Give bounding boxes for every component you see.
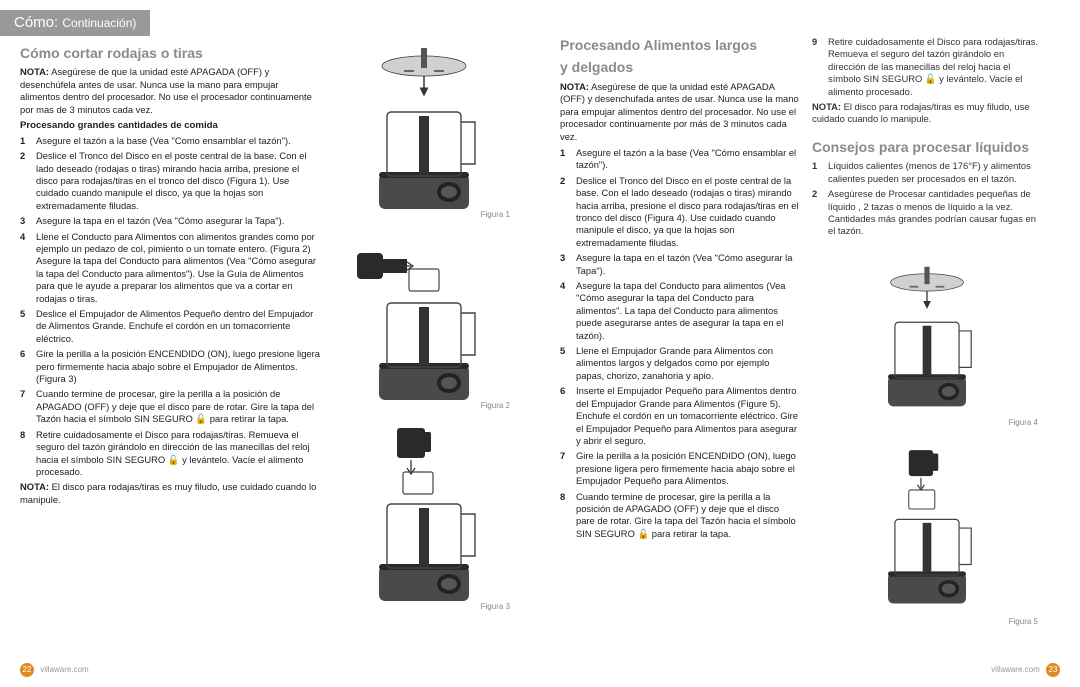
fig-label: Figura 1 (334, 210, 514, 219)
step: Retire cuidadosamente el Disco para roda… (812, 36, 1042, 98)
step: Asegure el tazón a la base (Vea "Como en… (20, 135, 320, 147)
figure-5: Figura 5 (812, 436, 1042, 628)
nota-right: NOTA: Asegúrese de que la unidad esté AP… (560, 81, 800, 143)
footer-site: villaware.com (991, 665, 1039, 674)
figure-1: Figura 1 (334, 44, 514, 219)
fig-label: Figura 2 (334, 401, 514, 410)
nota-right-b: NOTA: El disco para rodajas/tiras es muy… (812, 101, 1042, 126)
step: Asegúrese de Procesar cantidades pequeña… (812, 188, 1042, 238)
step: Cuando termine de procesar, gire la peri… (560, 491, 800, 541)
fig-label: Figura 3 (334, 602, 514, 611)
steps-right-a: Asegure el tazón a la base (Vea "Cómo en… (560, 147, 800, 540)
step: Deslice el Tronco del Disco en el poste … (20, 150, 320, 212)
figure-4: Figura 4 (812, 252, 1042, 429)
footer-site: villaware.com (40, 665, 88, 674)
step: Asegure la tapa en el tazón (Vea "Cómo a… (20, 215, 320, 227)
step: Asegure la tapa en el tazón (Vea "Cómo a… (560, 252, 800, 277)
step: Asegure el tazón a la base (Vea "Cómo en… (560, 147, 800, 172)
footer-left: 22 villaware.com (20, 663, 89, 677)
step: Líquidos calientes (menos de 176°F) y al… (812, 160, 1042, 185)
step: Llene el Conducto para Alimentos con ali… (20, 231, 320, 305)
steps-left: Asegure el tazón a la base (Vea "Como en… (20, 135, 320, 479)
page-right: Procesando Alimentos largos y delgados N… (540, 0, 1080, 687)
left-figure-column: Figura 1 Figura 2 Figu (334, 44, 514, 651)
left-text-column: Cómo cortar rodajas o tiras NOTA: Asegúr… (20, 44, 320, 651)
step: Deslice el Tronco del Disco en el poste … (560, 175, 800, 249)
heading-liquids: Consejos para procesar líquidos (812, 138, 1042, 156)
step: Asegure la tapa del Conducto para alimen… (560, 280, 800, 342)
figure-3: Figura 3 (334, 426, 514, 611)
subhead-large: Procesando grandes cantidades de comida (20, 120, 320, 133)
steps-liquids: Líquidos calientes (menos de 176°F) y al… (812, 160, 1042, 237)
page-left: Cómo: Continuación) Cómo cortar rodajas … (0, 0, 540, 687)
tab-sub: Continuación) (62, 16, 136, 30)
page-number: 22 (20, 663, 34, 677)
step: Inserte el Empujador Pequeño para Alimen… (560, 385, 800, 447)
footer-right: villaware.com 23 (991, 663, 1060, 677)
heading-slice: Cómo cortar rodajas o tiras (20, 44, 320, 62)
heading-long-b: y delgados (560, 58, 800, 76)
step: Gire la perilla a la posición ENCENDIDO … (20, 348, 320, 385)
right-text-col-a: Procesando Alimentos largos y delgados N… (560, 36, 800, 643)
fig-label: Figura 4 (812, 418, 1042, 429)
steps-right-b: Retire cuidadosamente el Disco para roda… (812, 36, 1042, 98)
step: Deslice el Empujador de Alimentos Pequeñ… (20, 308, 320, 345)
fig-label: Figura 5 (812, 617, 1042, 628)
step: Retire cuidadosamente el Disco para roda… (20, 429, 320, 479)
tab-main: Cómo: (14, 14, 58, 31)
heading-long-a: Procesando Alimentos largos (560, 36, 800, 54)
step: Gire la perilla a la posición ENCENDIDO … (560, 450, 800, 487)
step: Llene el Empujador Grande para Alimentos… (560, 345, 800, 382)
section-tab: Cómo: Continuación) (0, 10, 150, 36)
nota-bottom: NOTA: El disco para rodajas/tiras es muy… (20, 481, 320, 506)
right-text-col-b: Retire cuidadosamente el Disco para roda… (812, 36, 1042, 643)
nota-top: NOTA: Asegúrese de que la unidad esté AP… (20, 66, 320, 116)
figure-2: Figura 2 (334, 235, 514, 410)
page-number: 23 (1046, 663, 1060, 677)
step: Cuando termine de procesar, gire la peri… (20, 388, 320, 425)
